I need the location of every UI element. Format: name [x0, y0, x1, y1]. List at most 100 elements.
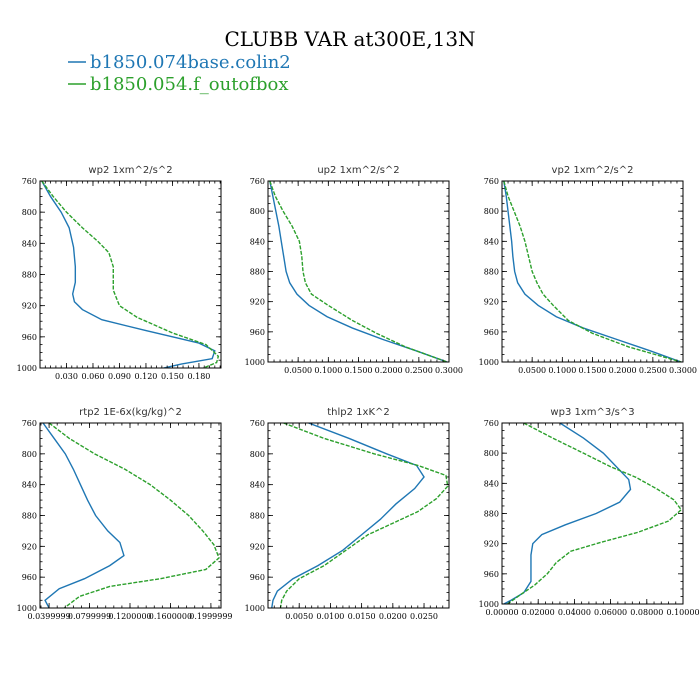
legend-label-1: b1850.074base.colin2 [90, 52, 291, 73]
x-tick-label: 0.0100 [316, 612, 344, 621]
series-line-1 [271, 423, 425, 608]
x-tick-label: 0.030 [55, 372, 78, 381]
y-tick-label: 1000 [479, 600, 499, 609]
y-tick-label: 1000 [245, 358, 265, 367]
panel-2: up2 1xm^2/s^2 760 800 840 880 920 960 1000 0.050… [245, 165, 463, 375]
y-tick-label: 840 [250, 481, 265, 490]
x-tick-label: 0.04000 [558, 608, 591, 617]
y-tick-label: 920 [22, 302, 37, 311]
y-tick-label: 840 [250, 237, 265, 246]
plot-frame [39, 422, 222, 609]
panel-title: wp2 1xm^2/s^2 [88, 165, 172, 176]
panel-title: up2 1xm^2/s^2 [317, 165, 399, 176]
y-tick-label: 960 [22, 333, 37, 342]
series-line-2 [507, 423, 683, 604]
y-tick-label: 800 [250, 450, 265, 459]
y-tick-label: 840 [484, 479, 499, 488]
y-tick-label: 760 [250, 419, 265, 428]
y-tick-label: 800 [22, 208, 37, 217]
y-tick-label: 840 [22, 481, 37, 490]
panel-6: wp3 1xm^3/s^3 760 800 840 880 920 960 10000.000… [479, 407, 700, 617]
y-tick-label: 880 [484, 268, 499, 277]
y-tick-label: 920 [484, 540, 499, 549]
y-tick-label: 920 [484, 298, 499, 307]
y-tick-label: 880 [250, 268, 265, 277]
x-tick-label: 0.2000 [609, 366, 637, 375]
y-tick-label: 760 [22, 419, 37, 428]
x-tick-label: 0.180 [187, 372, 210, 381]
y-tick-label: 800 [484, 449, 499, 458]
y-tick-label: 960 [250, 328, 265, 337]
x-tick-label: 0.1200000 [108, 612, 151, 621]
series-line-1 [42, 423, 125, 608]
x-tick-label: 0.060 [82, 372, 105, 381]
y-tick-label: 960 [22, 573, 37, 582]
y-tick-label: 960 [484, 570, 499, 579]
x-tick-label: 0.1000 [314, 366, 342, 375]
plot-frame [501, 422, 684, 605]
legend: b1850.074base.colin2 b1850.054.f_outofbo… [68, 52, 291, 95]
x-tick-label: 0.0050 [285, 612, 313, 621]
y-tick-label: 760 [484, 177, 499, 186]
y-tick-label: 880 [22, 512, 37, 521]
y-tick-label: 1000 [17, 364, 37, 373]
panel-4: rtp2 1E-6x(kg/kg)^2 760 800 840 880 920 960 100… [17, 407, 233, 621]
x-tick-label: 0.1000 [548, 366, 576, 375]
series-line-2 [503, 181, 682, 362]
series-line-2 [279, 423, 449, 608]
y-tick-label: 1000 [245, 604, 265, 613]
x-tick-label: 0.1600000 [149, 612, 192, 621]
x-tick-label: 0.0399999 [27, 612, 70, 621]
x-tick-label: 0.02000 [522, 608, 555, 617]
y-tick-label: 800 [22, 450, 37, 459]
x-tick-label: 0.0200 [379, 612, 407, 621]
y-tick-label: 960 [250, 573, 265, 582]
x-tick-label: 0.3000 [669, 366, 697, 375]
legend-label-2: b1850.054.f_outofbox [90, 74, 288, 95]
y-tick-label: 840 [484, 237, 499, 246]
x-tick-label: 0.1500 [579, 366, 607, 375]
y-tick-label: 760 [22, 177, 37, 186]
x-tick-label: 0.2500 [405, 366, 433, 375]
series-line-1 [503, 181, 682, 362]
y-tick-label: 1000 [479, 358, 499, 367]
panel-title: vp2 1xm^2/s^2 [552, 165, 634, 176]
x-tick-label: 0.0799999 [68, 612, 111, 621]
x-tick-label: 0.08000 [630, 608, 663, 617]
y-tick-label: 840 [22, 239, 37, 248]
x-tick-label: 0.1500 [345, 366, 373, 375]
series-line-2 [48, 423, 220, 608]
y-tick-label: 920 [250, 542, 265, 551]
y-tick-label: 920 [250, 298, 265, 307]
x-tick-label: 0.120 [134, 372, 157, 381]
figure-title: CLUBB VAR at300E,13N [224, 27, 475, 51]
y-tick-label: 920 [22, 542, 37, 551]
x-tick-label: 0.2500 [639, 366, 667, 375]
series-line-2 [269, 181, 448, 362]
panel-1: wp2 1xm^2/s^2 760 800 840 880 920 960 1000 0.030… [17, 165, 222, 381]
x-tick-label: 0.090 [108, 372, 131, 381]
series-line-1 [41, 181, 216, 368]
x-tick-label: 0.0500 [284, 366, 312, 375]
plot-frame [267, 180, 450, 363]
x-tick-label: 0.3000 [435, 366, 463, 375]
y-tick-label: 760 [250, 177, 265, 186]
y-tick-label: 1000 [17, 604, 37, 613]
x-tick-label: 0.0500 [518, 366, 546, 375]
panel-3: vp2 1xm^2/s^2 760 800 840 880 920 960 1000 0.050… [479, 165, 697, 375]
y-tick-label: 880 [484, 510, 499, 519]
plot-frame [501, 180, 684, 363]
x-tick-label: 0.0250 [410, 612, 438, 621]
x-tick-label: 0.0150 [348, 612, 376, 621]
x-tick-label: 0.06000 [594, 608, 627, 617]
y-tick-label: 960 [484, 328, 499, 337]
plot-frame [267, 422, 450, 609]
y-tick-label: 880 [22, 271, 37, 280]
panels: wp2 1xm^2/s^2 760 800 840 880 920 960 1000 0.030… [17, 165, 700, 621]
y-tick-label: 800 [484, 207, 499, 216]
plot-frame [39, 180, 222, 369]
x-tick-label: 0.1999999 [189, 612, 232, 621]
y-tick-label: 760 [484, 419, 499, 428]
